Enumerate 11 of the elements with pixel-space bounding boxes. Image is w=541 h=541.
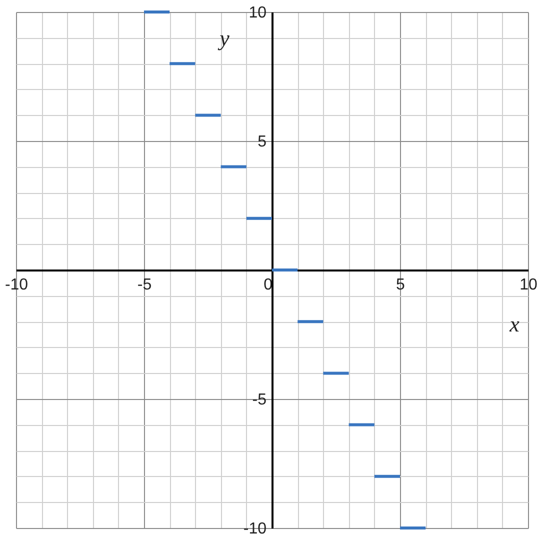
y-tick-label: 10 bbox=[248, 4, 267, 22]
x-tick-label: 5 bbox=[396, 276, 406, 294]
y-tick-label: -5 bbox=[252, 392, 267, 408]
x-axis-title: x bbox=[508, 312, 520, 336]
x-tick-label: 0 bbox=[264, 276, 273, 294]
x-tick-label: -10 bbox=[4, 276, 28, 294]
x-tick-label: 10 bbox=[520, 276, 538, 294]
y-axis-title: y bbox=[218, 26, 230, 50]
y-tick-label: -10 bbox=[243, 520, 267, 538]
x-tick-label: -5 bbox=[137, 276, 152, 294]
y-tick-label: 5 bbox=[258, 134, 267, 150]
